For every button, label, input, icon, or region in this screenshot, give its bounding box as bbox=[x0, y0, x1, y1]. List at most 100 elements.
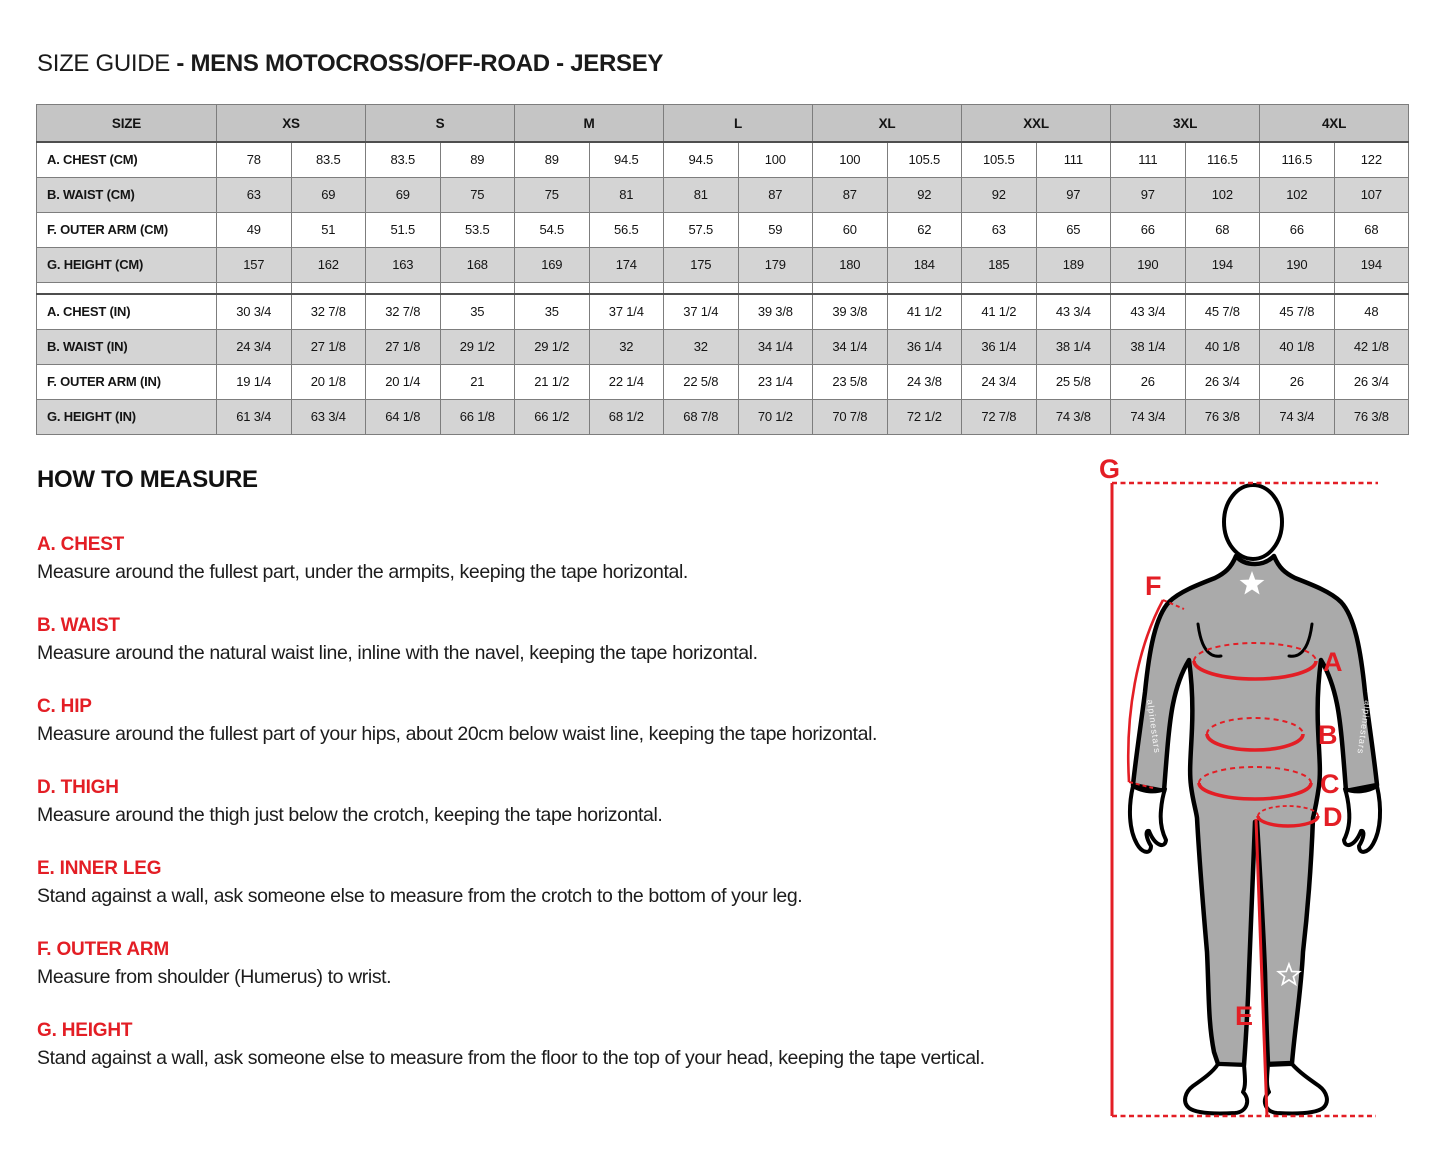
value-cell: 29 1/2 bbox=[514, 328, 590, 365]
value-cell: 75 bbox=[514, 176, 590, 213]
value-cell: 63 bbox=[961, 211, 1037, 248]
value-cell: 20 1/4 bbox=[365, 363, 441, 400]
c-tape-dashed bbox=[1198, 766, 1312, 784]
value-cell: 32 bbox=[663, 328, 739, 365]
value-cell: 174 bbox=[588, 246, 665, 283]
value-cell: 69 bbox=[365, 176, 441, 213]
value-cell: 24 3/8 bbox=[886, 363, 963, 400]
measure-section: F. OUTER ARM Measure from shoulder (Humer… bbox=[37, 939, 1097, 989]
row-label: B. WAIST (CM) bbox=[36, 176, 217, 213]
row-label: F. OUTER ARM (IN) bbox=[36, 363, 217, 400]
measure-section: A. CHEST Measure around the fullest part,… bbox=[37, 534, 1097, 584]
figure-label-c: C bbox=[1320, 769, 1340, 799]
page-title: SIZE GUIDE - MENS MOTOCROSS/OFF-ROAD - J… bbox=[37, 50, 663, 78]
value-cell: 32 7/8 bbox=[290, 293, 367, 330]
row-label: A. CHEST (IN) bbox=[36, 293, 217, 330]
f-top-dashed bbox=[1162, 599, 1185, 610]
value-cell: 66 1/8 bbox=[439, 398, 516, 435]
value-cell: 70 7/8 bbox=[812, 398, 888, 435]
spacer-cell bbox=[439, 281, 516, 295]
value-cell: 63 3/4 bbox=[290, 398, 367, 435]
measure-section-text: Stand against a wall, ask someone else t… bbox=[37, 885, 803, 907]
table-row: F. OUTER ARM (CM) 49 51 51.5 53.5 54.5 56.5 57.… bbox=[36, 211, 1410, 248]
measure-sections: A. CHEST Measure around the fullest part,… bbox=[37, 534, 1097, 1070]
figure-head bbox=[1222, 483, 1284, 561]
value-cell: 26 3/4 bbox=[1184, 363, 1261, 400]
value-cell: 29 1/2 bbox=[439, 328, 516, 365]
figure-label-b: B bbox=[1318, 720, 1338, 750]
value-cell: 23 1/4 bbox=[737, 363, 814, 400]
measure-section-text: Measure around the natural waist line, i… bbox=[37, 642, 758, 664]
spacer-cell bbox=[737, 281, 814, 295]
value-cell: 94.5 bbox=[588, 141, 665, 178]
spacer-cell bbox=[1110, 281, 1186, 295]
measure-section-text: Measure around the fullest part, under t… bbox=[37, 561, 688, 583]
value-cell: 26 bbox=[1110, 363, 1186, 400]
value-cell: 87 bbox=[737, 176, 814, 213]
value-cell: 36 1/4 bbox=[886, 328, 963, 365]
value-cell: 89 bbox=[439, 141, 516, 178]
page-title-bold: - MENS MOTOCROSS/OFF-ROAD - JERSEY bbox=[176, 50, 664, 77]
value-cell: 169 bbox=[514, 246, 590, 283]
value-cell: 92 bbox=[886, 176, 963, 213]
figure-chest-lines bbox=[1196, 622, 1314, 658]
spacer-cell bbox=[36, 281, 217, 295]
value-cell: 48 bbox=[1333, 293, 1410, 330]
row-label: G. HEIGHT (CM) bbox=[36, 246, 217, 283]
spacer-cell bbox=[1035, 281, 1112, 295]
size-header-3xl: 3XL bbox=[1110, 104, 1261, 143]
value-cell: 65 bbox=[1035, 211, 1112, 248]
value-cell: 122 bbox=[1333, 141, 1410, 178]
figure-label-d: D bbox=[1323, 802, 1343, 832]
value-cell: 60 bbox=[812, 211, 888, 248]
b-tape-solid bbox=[1205, 733, 1305, 752]
value-cell: 72 1/2 bbox=[886, 398, 963, 435]
value-cell: 41 1/2 bbox=[886, 293, 963, 330]
value-cell: 51 bbox=[290, 211, 367, 248]
table-row: F. OUTER ARM (IN) 19 1/4 20 1/8 20 1/4 21 21 … bbox=[36, 363, 1410, 400]
table-row: B. WAIST (IN) 24 3/4 27 1/8 27 1/8 29 1/2 29 … bbox=[36, 328, 1410, 365]
spacer-cell bbox=[514, 281, 590, 295]
spacer-cell bbox=[290, 281, 367, 295]
figure-label-a: A bbox=[1323, 647, 1343, 677]
f-arm-curve bbox=[1126, 599, 1165, 783]
value-cell: 49 bbox=[216, 211, 292, 248]
row-label: G. HEIGHT (IN) bbox=[36, 398, 217, 435]
measure-section-text: Measure around the thigh just below the … bbox=[37, 804, 663, 826]
value-cell: 36 1/4 bbox=[961, 328, 1037, 365]
value-cell: 51.5 bbox=[365, 211, 441, 248]
a-tape-dashed bbox=[1193, 642, 1317, 662]
value-cell: 43 3/4 bbox=[1035, 293, 1112, 330]
spacer-cell bbox=[663, 281, 739, 295]
figure-label-f: F bbox=[1145, 571, 1162, 601]
value-cell: 35 bbox=[514, 293, 590, 330]
value-cell: 56.5 bbox=[588, 211, 665, 248]
size-header-s: S bbox=[365, 104, 516, 143]
size-header-xs: XS bbox=[215, 104, 367, 143]
value-cell: 74 3/4 bbox=[1110, 398, 1186, 435]
body-diagram: alpinestars alpinestars G F A B C D E bbox=[1099, 454, 1383, 1118]
measure-section-text: Stand against a wall, ask someone else t… bbox=[37, 1047, 985, 1069]
value-cell: 111 bbox=[1110, 141, 1186, 178]
value-cell: 83.5 bbox=[365, 141, 441, 178]
value-cell: 61 3/4 bbox=[216, 398, 292, 435]
e-inner-leg-line bbox=[1254, 818, 1269, 1117]
value-cell: 78 bbox=[216, 141, 292, 178]
value-cell: 92 bbox=[961, 176, 1037, 213]
size-header-4xl: 4XL bbox=[1259, 104, 1410, 143]
value-cell: 68 1/2 bbox=[588, 398, 665, 435]
value-cell: 53.5 bbox=[439, 211, 516, 248]
value-cell: 94.5 bbox=[663, 141, 739, 178]
value-cell: 27 1/8 bbox=[365, 328, 441, 365]
value-cell: 41 1/2 bbox=[961, 293, 1037, 330]
value-cell: 24 3/4 bbox=[216, 328, 292, 365]
value-cell: 185 bbox=[961, 246, 1037, 283]
table-row: G. HEIGHT (CM) 157 162 163 168 169 174 175 179 18… bbox=[36, 246, 1410, 283]
value-cell: 163 bbox=[365, 246, 441, 283]
value-cell: 23 5/8 bbox=[812, 363, 888, 400]
how-to-measure-heading: HOW TO MEASURE bbox=[37, 466, 258, 493]
a-tape-solid bbox=[1192, 660, 1318, 681]
value-cell: 190 bbox=[1110, 246, 1186, 283]
value-cell: 72 7/8 bbox=[961, 398, 1037, 435]
value-cell: 42 1/8 bbox=[1333, 328, 1410, 365]
